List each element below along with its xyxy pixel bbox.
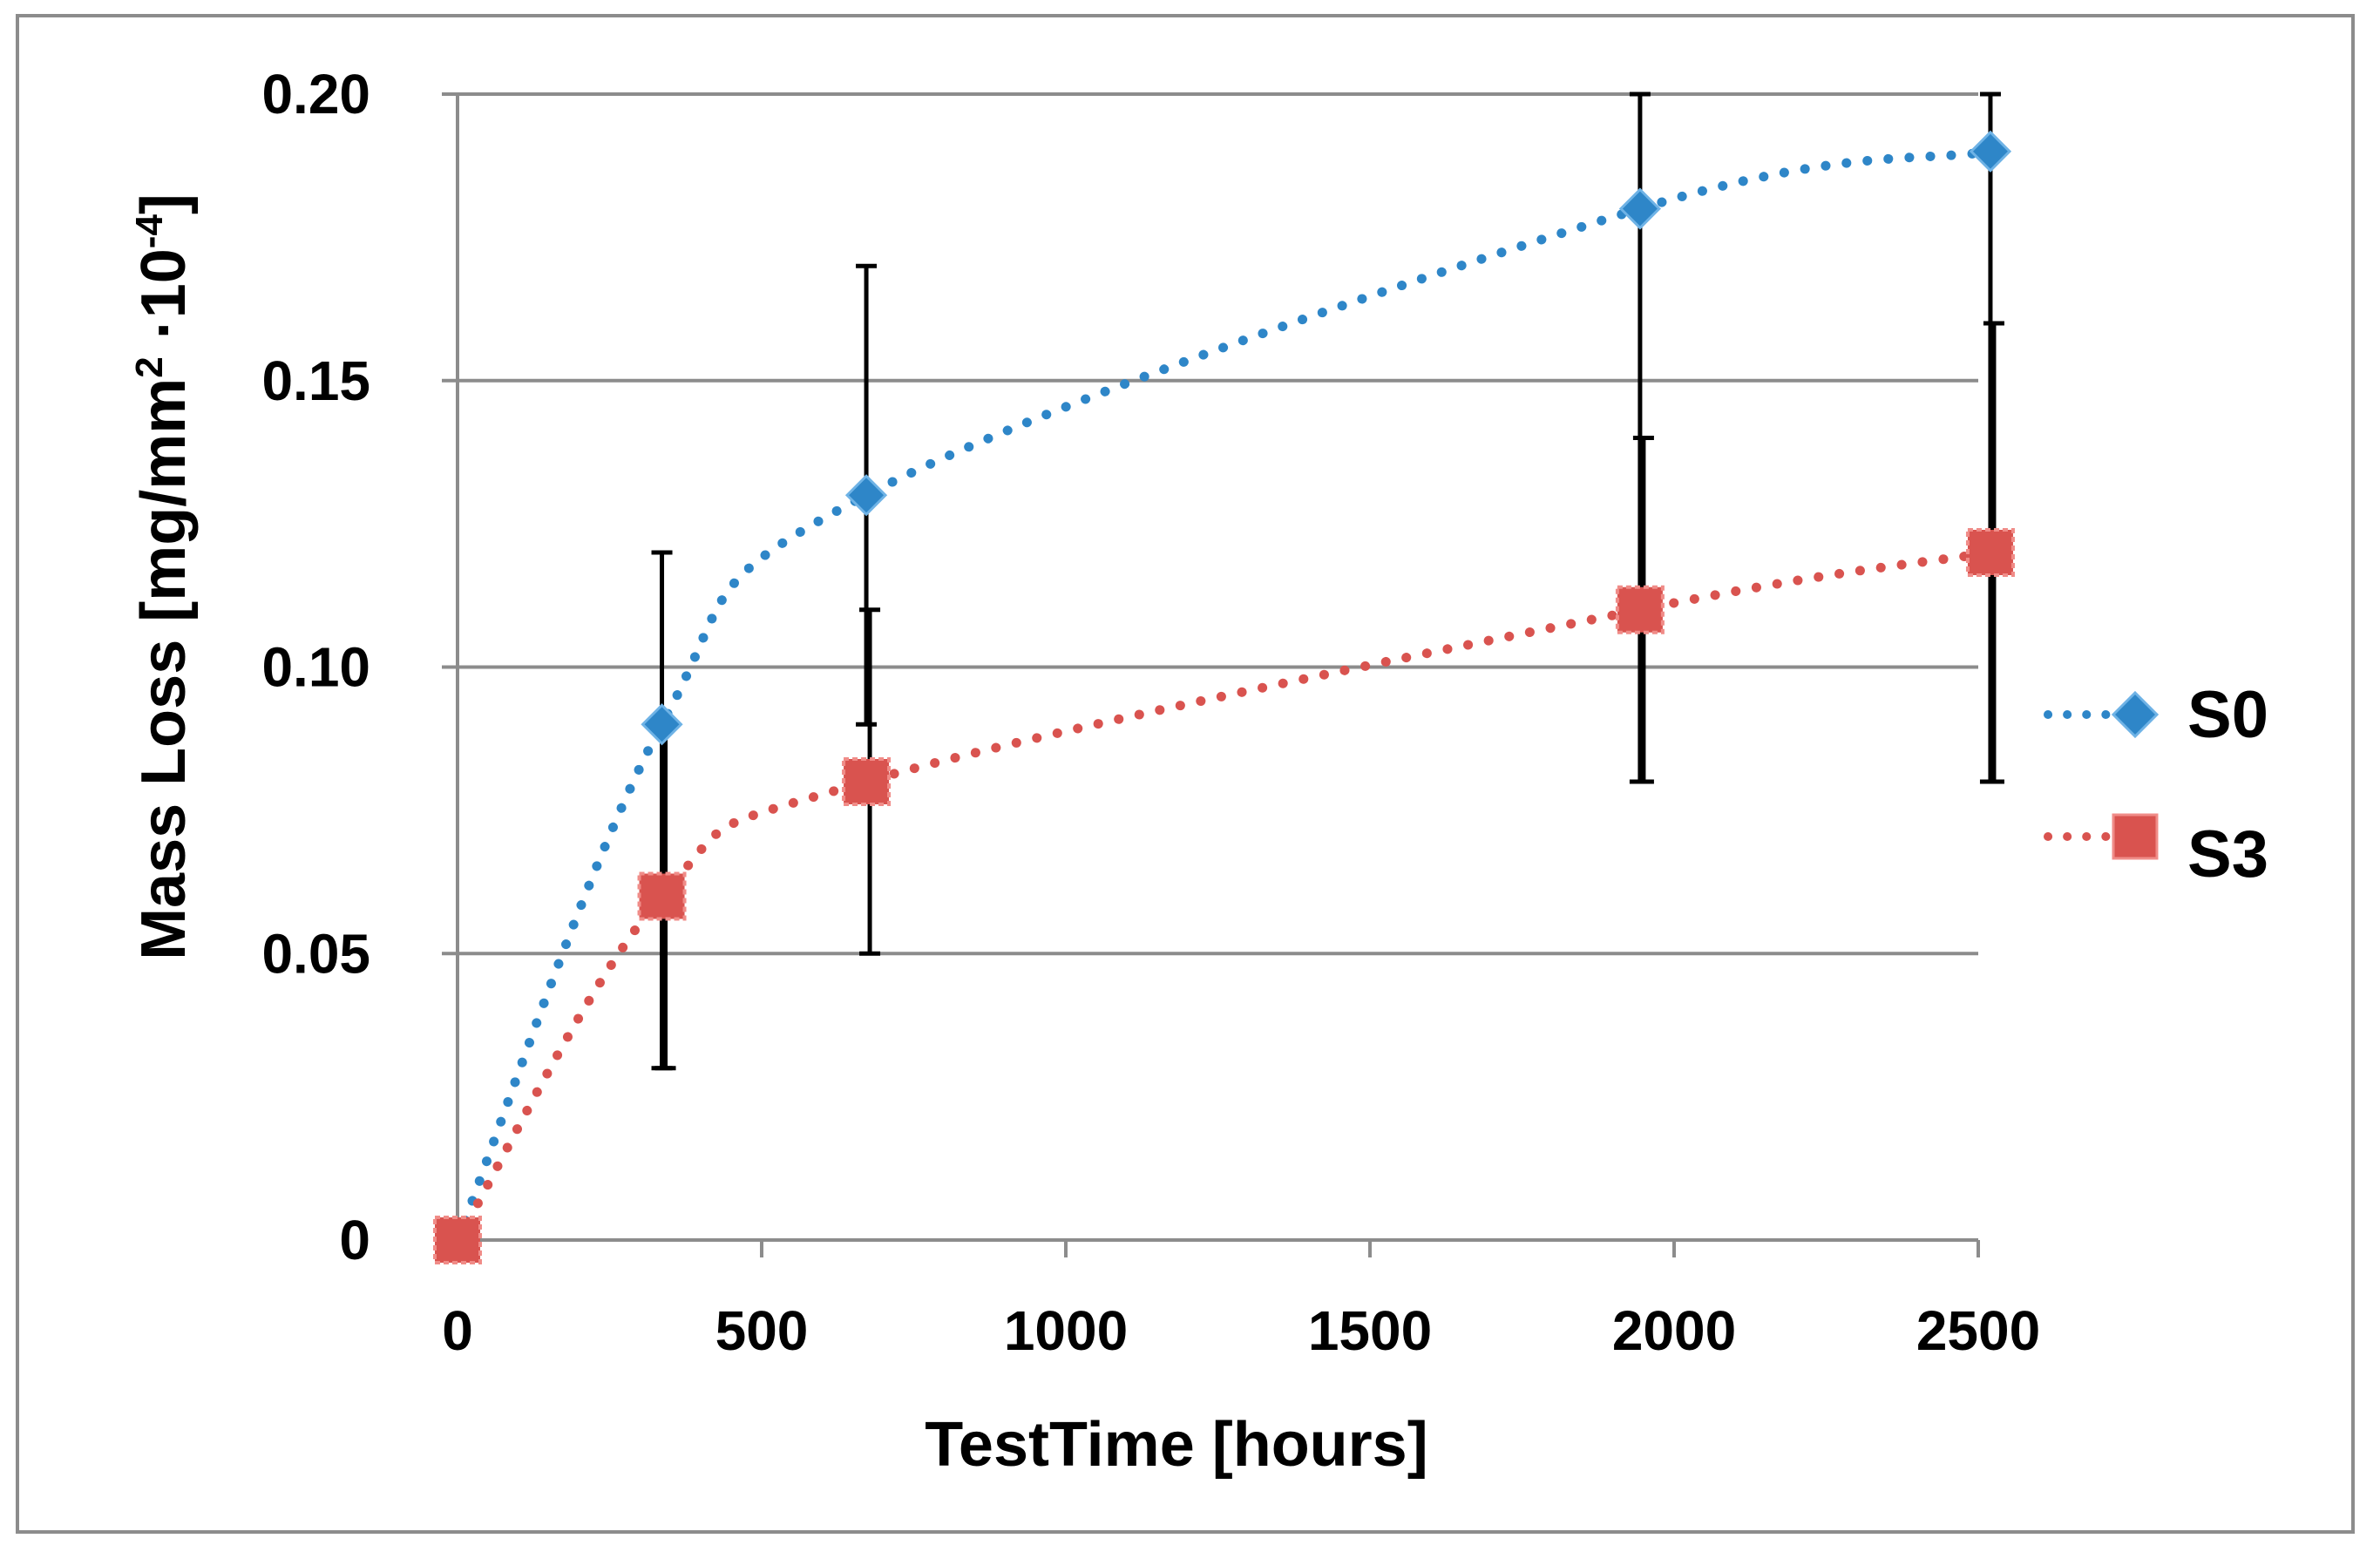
y-axis-title: Mass Loss [mg/mm2 ·10-4] [128,193,199,960]
y-tick-label-3: 0.15 [261,349,370,412]
legend-item-s3: S3 [2044,813,2268,891]
y-axis-title-suffix: ] [129,193,199,214]
y-tick-label-1: 0.05 [261,922,370,985]
data-point-s3-3 [1615,585,1665,634]
y-axis-title-sup2: -4 [128,214,171,249]
error-bar-s0-4 [1979,91,2001,784]
y-axis-title-sup1: 2 [128,356,171,377]
data-point-s0-1 [641,703,683,746]
data-point-s0-2 [844,474,888,517]
legend-marker-s3 [2112,813,2159,860]
y-axis-title-prefix: Mass Loss [mg/mm [129,378,199,960]
data-point-s3-1 [637,871,687,921]
data-markers [433,130,2015,1264]
legend-label-s0: S0 [2187,678,2268,752]
axes [442,92,1980,1257]
series-lines [452,146,1996,1245]
y-axis-title-middle: ·10 [129,248,199,356]
legend-marker-s0 [2111,690,2160,739]
data-point-s3-4 [1965,528,2015,577]
data-point-s3-2 [842,757,892,806]
series-line-s0 [452,146,1996,1245]
x-tick-label-5: 2500 [1916,1299,2040,1362]
x-tick-label-3: 1500 [1308,1299,1432,1362]
error-bar-s0-1 [651,550,673,1071]
y-tick-label-2: 0.10 [261,636,370,699]
gridlines [458,92,1978,956]
legend-item-s0: S0 [2044,678,2268,752]
legend: S0 S3 [2044,678,2268,891]
x-tick-label-4: 2000 [1612,1299,1736,1362]
tick-labels: 0 0.05 0.10 0.15 0.20 0 500 1000 1500 2000 2500 [261,63,2040,1362]
data-point-s0-3 [1618,187,1662,230]
data-point-s3-0 [433,1216,482,1264]
legend-label-s3: S3 [2187,817,2268,891]
x-tick-label-0: 0 [442,1299,473,1362]
series-line-s3 [452,547,1996,1245]
chart-frame [16,14,2355,1534]
data-point-s0-4 [1969,130,2012,173]
y-tick-label-4: 0.20 [261,63,370,125]
x-axis-title: TestTime [hours] [925,1410,1427,1480]
y-tick-label-0: 0 [339,1209,370,1271]
x-tick-label-2: 1000 [1004,1299,1128,1362]
x-tick-label-1: 500 [715,1299,809,1362]
